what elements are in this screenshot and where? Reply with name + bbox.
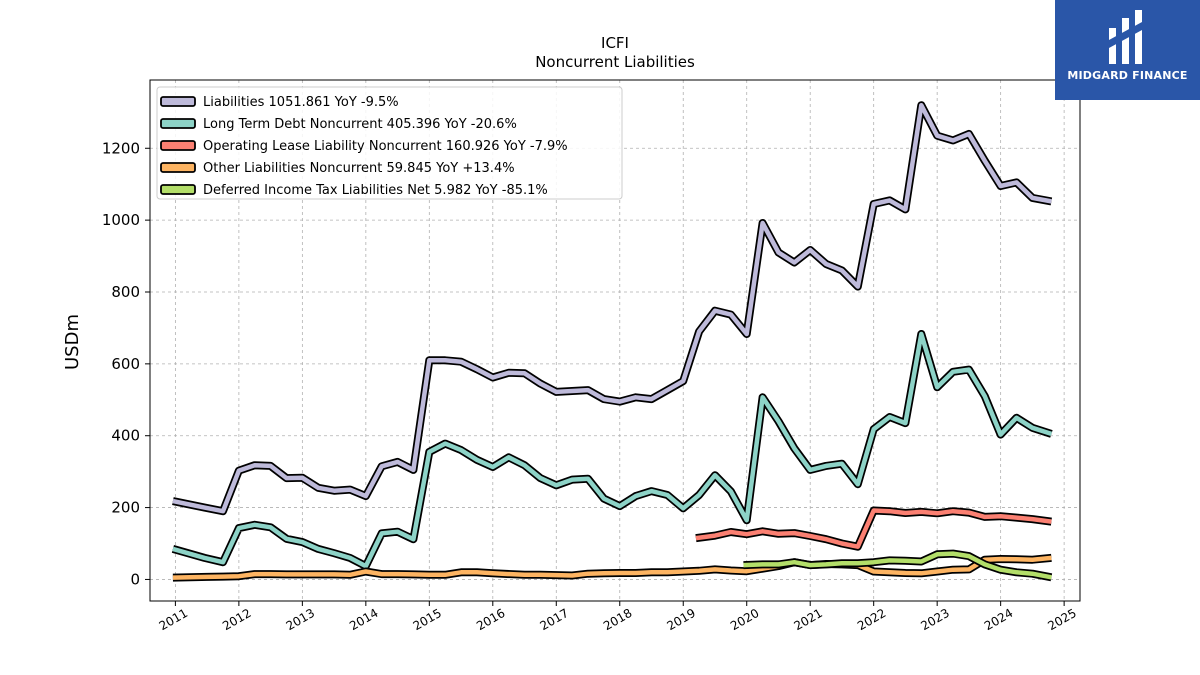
x-tick-label: 2021 [791, 606, 824, 633]
x-tick-label: 2012 [220, 606, 253, 633]
y-tick-label: 600 [111, 355, 140, 373]
legend-swatch [160, 184, 196, 195]
brand-logo-text: MIDGARD FINANCE [1067, 69, 1188, 82]
series-lines [171, 101, 1053, 582]
legend-swatch [160, 96, 196, 107]
y-tick-label: 0 [130, 570, 140, 588]
x-tick-label: 2017 [538, 606, 571, 633]
legend-box [156, 86, 623, 200]
chart-subtitle: Noncurrent Liabilities [535, 53, 695, 71]
x-tick-label: 2013 [284, 606, 317, 633]
legend-label: Long Term Debt Noncurrent 405.396 YoY -2… [203, 117, 517, 132]
x-tick-label: 2016 [474, 606, 507, 633]
y-tick-label: 1200 [102, 139, 140, 157]
x-tick-label: 2020 [728, 606, 761, 633]
y-tick-label: 400 [111, 427, 140, 445]
legend-label: Deferred Income Tax Liabilities Net 5.98… [203, 183, 548, 198]
x-tick-label: 2024 [982, 606, 1015, 633]
x-tick-label: 2014 [347, 606, 380, 633]
brand-logo: MIDGARD FINANCE [1055, 0, 1200, 100]
legend-label: Other Liabilities Noncurrent 59.845 YoY … [203, 161, 515, 176]
x-tick-label: 2025 [1045, 606, 1078, 633]
series-line-long-term-debt-noncurrent [172, 331, 1053, 569]
x-tick-label: 2011 [157, 606, 190, 633]
plot-frame [149, 79, 1081, 602]
x-tick-label: 2023 [918, 606, 951, 633]
series-line-deferred-income-tax-liabilities-net [743, 551, 1052, 580]
y-axis-label: USDm [62, 314, 83, 370]
legend-swatch [160, 162, 196, 173]
y-tick-label: 800 [111, 283, 140, 301]
brand-logo-icon [1109, 10, 1142, 64]
series-outline-long-term-debt-noncurrent [171, 330, 1053, 571]
chart-title: ICFI [601, 34, 629, 52]
y-tick-label: 1000 [102, 211, 140, 229]
x-tick-label: 2015 [411, 606, 444, 633]
series-line-operating-lease-liability-noncurrent [695, 508, 1052, 549]
x-tick-label: 2019 [665, 606, 698, 633]
legend: Liabilities 1051.861 YoY -9.5% Long Term … [156, 86, 623, 200]
legend-label: Liabilities 1051.861 YoY -9.5% [203, 95, 399, 110]
legend-label: Operating Lease Liability Noncurrent 160… [203, 139, 568, 154]
series-line-other-liabilities-noncurrent [172, 555, 1052, 580]
series-line-liabilities [172, 102, 1052, 514]
legend-swatch [160, 140, 196, 151]
x-tick-label: 2022 [855, 606, 888, 633]
legend-swatch [160, 118, 196, 129]
y-tick-label: 200 [111, 499, 140, 517]
x-tick-label: 2018 [601, 606, 634, 633]
